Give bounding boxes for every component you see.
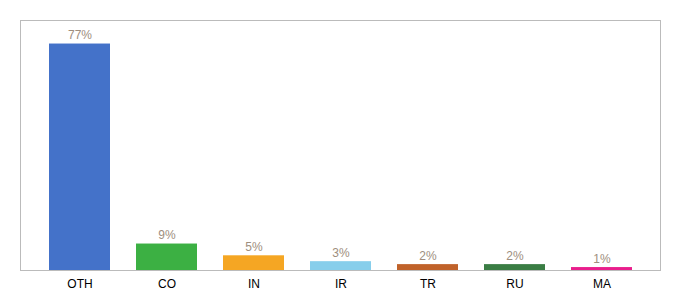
svg-text:CO: CO [158, 277, 176, 291]
svg-text:3%: 3% [332, 246, 350, 260]
svg-text:1%: 1% [593, 252, 611, 266]
svg-text:TR: TR [420, 277, 436, 291]
svg-text:2%: 2% [419, 249, 437, 263]
svg-text:9%: 9% [158, 228, 176, 242]
svg-text:MA: MA [593, 277, 611, 291]
svg-text:5%: 5% [245, 240, 263, 254]
svg-text:OTH: OTH [67, 277, 92, 291]
svg-text:IN: IN [248, 277, 260, 291]
svg-text:2%: 2% [506, 249, 524, 263]
svg-text:77%: 77% [68, 28, 92, 42]
svg-text:IR: IR [335, 277, 347, 291]
svg-text:RU: RU [506, 277, 523, 291]
